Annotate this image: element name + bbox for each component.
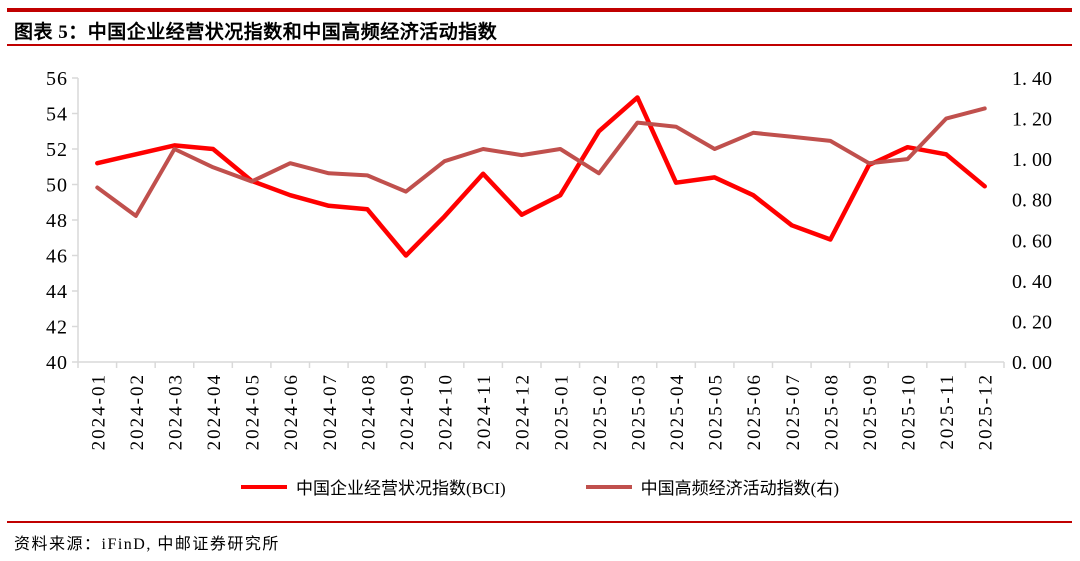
x-tick-label: 2025-03 <box>628 373 649 450</box>
axis-frame <box>77 78 1004 363</box>
x-tick-label: 2024-03 <box>165 373 186 450</box>
right-tick-label: 0. 00 <box>1012 352 1052 374</box>
x-tick-label: 2024-09 <box>397 373 418 450</box>
right-tick-label: 1. 00 <box>1012 149 1052 171</box>
series-line-bci <box>95 95 987 258</box>
legend-item-hf: 中国高频经济活动指数(右) <box>585 474 839 499</box>
x-tick-label: 2024-07 <box>320 373 341 450</box>
left-tick-label: 40 <box>46 352 68 374</box>
left-tick-label: 52 <box>46 139 68 161</box>
left-tick-label: 42 <box>46 317 68 339</box>
right-tick-label: 1. 40 <box>1012 68 1052 90</box>
x-tick-label: 2024-12 <box>513 373 534 450</box>
left-tick-label: 54 <box>46 104 68 126</box>
source-note: 资料来源：iFinD, 中邮证券研究所 <box>14 536 280 553</box>
x-axis-ticks <box>77 362 1005 368</box>
x-tick-label: 2025-06 <box>744 373 765 450</box>
left-axis-ticks: 56 54 52 50 48 46 44 42 40 <box>46 68 78 374</box>
legend-label-bci: 中国企业经营状况指数(BCI) <box>296 479 506 498</box>
x-tick-label: 2025-11 <box>937 373 958 450</box>
x-tick-label: 2024-02 <box>127 373 148 450</box>
left-tick-label: 50 <box>46 175 68 197</box>
right-tick-label: 0. 40 <box>1012 271 1052 293</box>
x-tick-label: 2024-06 <box>281 373 302 450</box>
x-tick-label: 2024-10 <box>436 373 457 450</box>
right-axis-ticks: 1. 40 1. 20 1. 00 0. 80 0. 60 0. 40 0. 20 0. 00 <box>1012 68 1052 374</box>
x-tick-label: 2025-09 <box>860 373 881 450</box>
chart-legend: 中国企业经营状况指数(BCI) 中国高频经济活动指数(右) <box>0 474 1080 499</box>
x-tick-label: 2024-05 <box>243 373 264 450</box>
x-tick-label: 2025-08 <box>821 373 842 450</box>
header-top-rule <box>7 8 1072 12</box>
x-tick-label: 2024-08 <box>358 373 379 450</box>
x-tick-label: 2025-05 <box>706 373 727 450</box>
figure-title: 图表 5：中国企业经营状况指数和中国高频经济活动指数 <box>14 22 498 43</box>
legend-line-icon-hf <box>585 484 632 489</box>
x-tick-label: 2024-01 <box>88 373 109 450</box>
left-tick-label: 44 <box>46 281 68 303</box>
right-tick-label: 0. 80 <box>1012 190 1052 212</box>
header-bottom-rule <box>7 44 1072 46</box>
left-tick-label: 48 <box>46 210 68 232</box>
x-tick-label: 2024-11 <box>474 373 495 450</box>
right-tick-label: 0. 20 <box>1012 311 1052 333</box>
chart-svg: 56 54 52 50 48 46 44 42 40 1. 40 1. 20 1. 00 0. 80 0.… <box>46 68 1052 450</box>
x-tick-label: 2024-04 <box>204 373 225 450</box>
legend-line-icon-bci <box>241 484 287 489</box>
x-axis-labels: 2024-01 2024-02 2024-03 2024-04 2024-05 2024-… <box>88 373 996 450</box>
x-tick-label: 2025-02 <box>590 373 611 450</box>
x-tick-label: 2025-10 <box>899 373 920 450</box>
right-tick-label: 0. 60 <box>1012 230 1052 252</box>
legend-label-hf: 中国高频经济活动指数(右) <box>640 479 839 498</box>
footer-rule <box>7 521 1072 523</box>
x-tick-label: 2025-04 <box>667 373 688 450</box>
x-tick-label: 2025-12 <box>976 373 997 450</box>
x-tick-label: 2025-07 <box>783 373 804 450</box>
left-tick-label: 56 <box>46 68 68 90</box>
right-tick-label: 1. 20 <box>1012 109 1052 131</box>
left-tick-label: 46 <box>46 246 68 268</box>
series-line-hf <box>95 106 987 218</box>
legend-item-bci: 中国企业经营状况指数(BCI) <box>241 474 506 499</box>
x-tick-label: 2025-01 <box>551 373 572 450</box>
